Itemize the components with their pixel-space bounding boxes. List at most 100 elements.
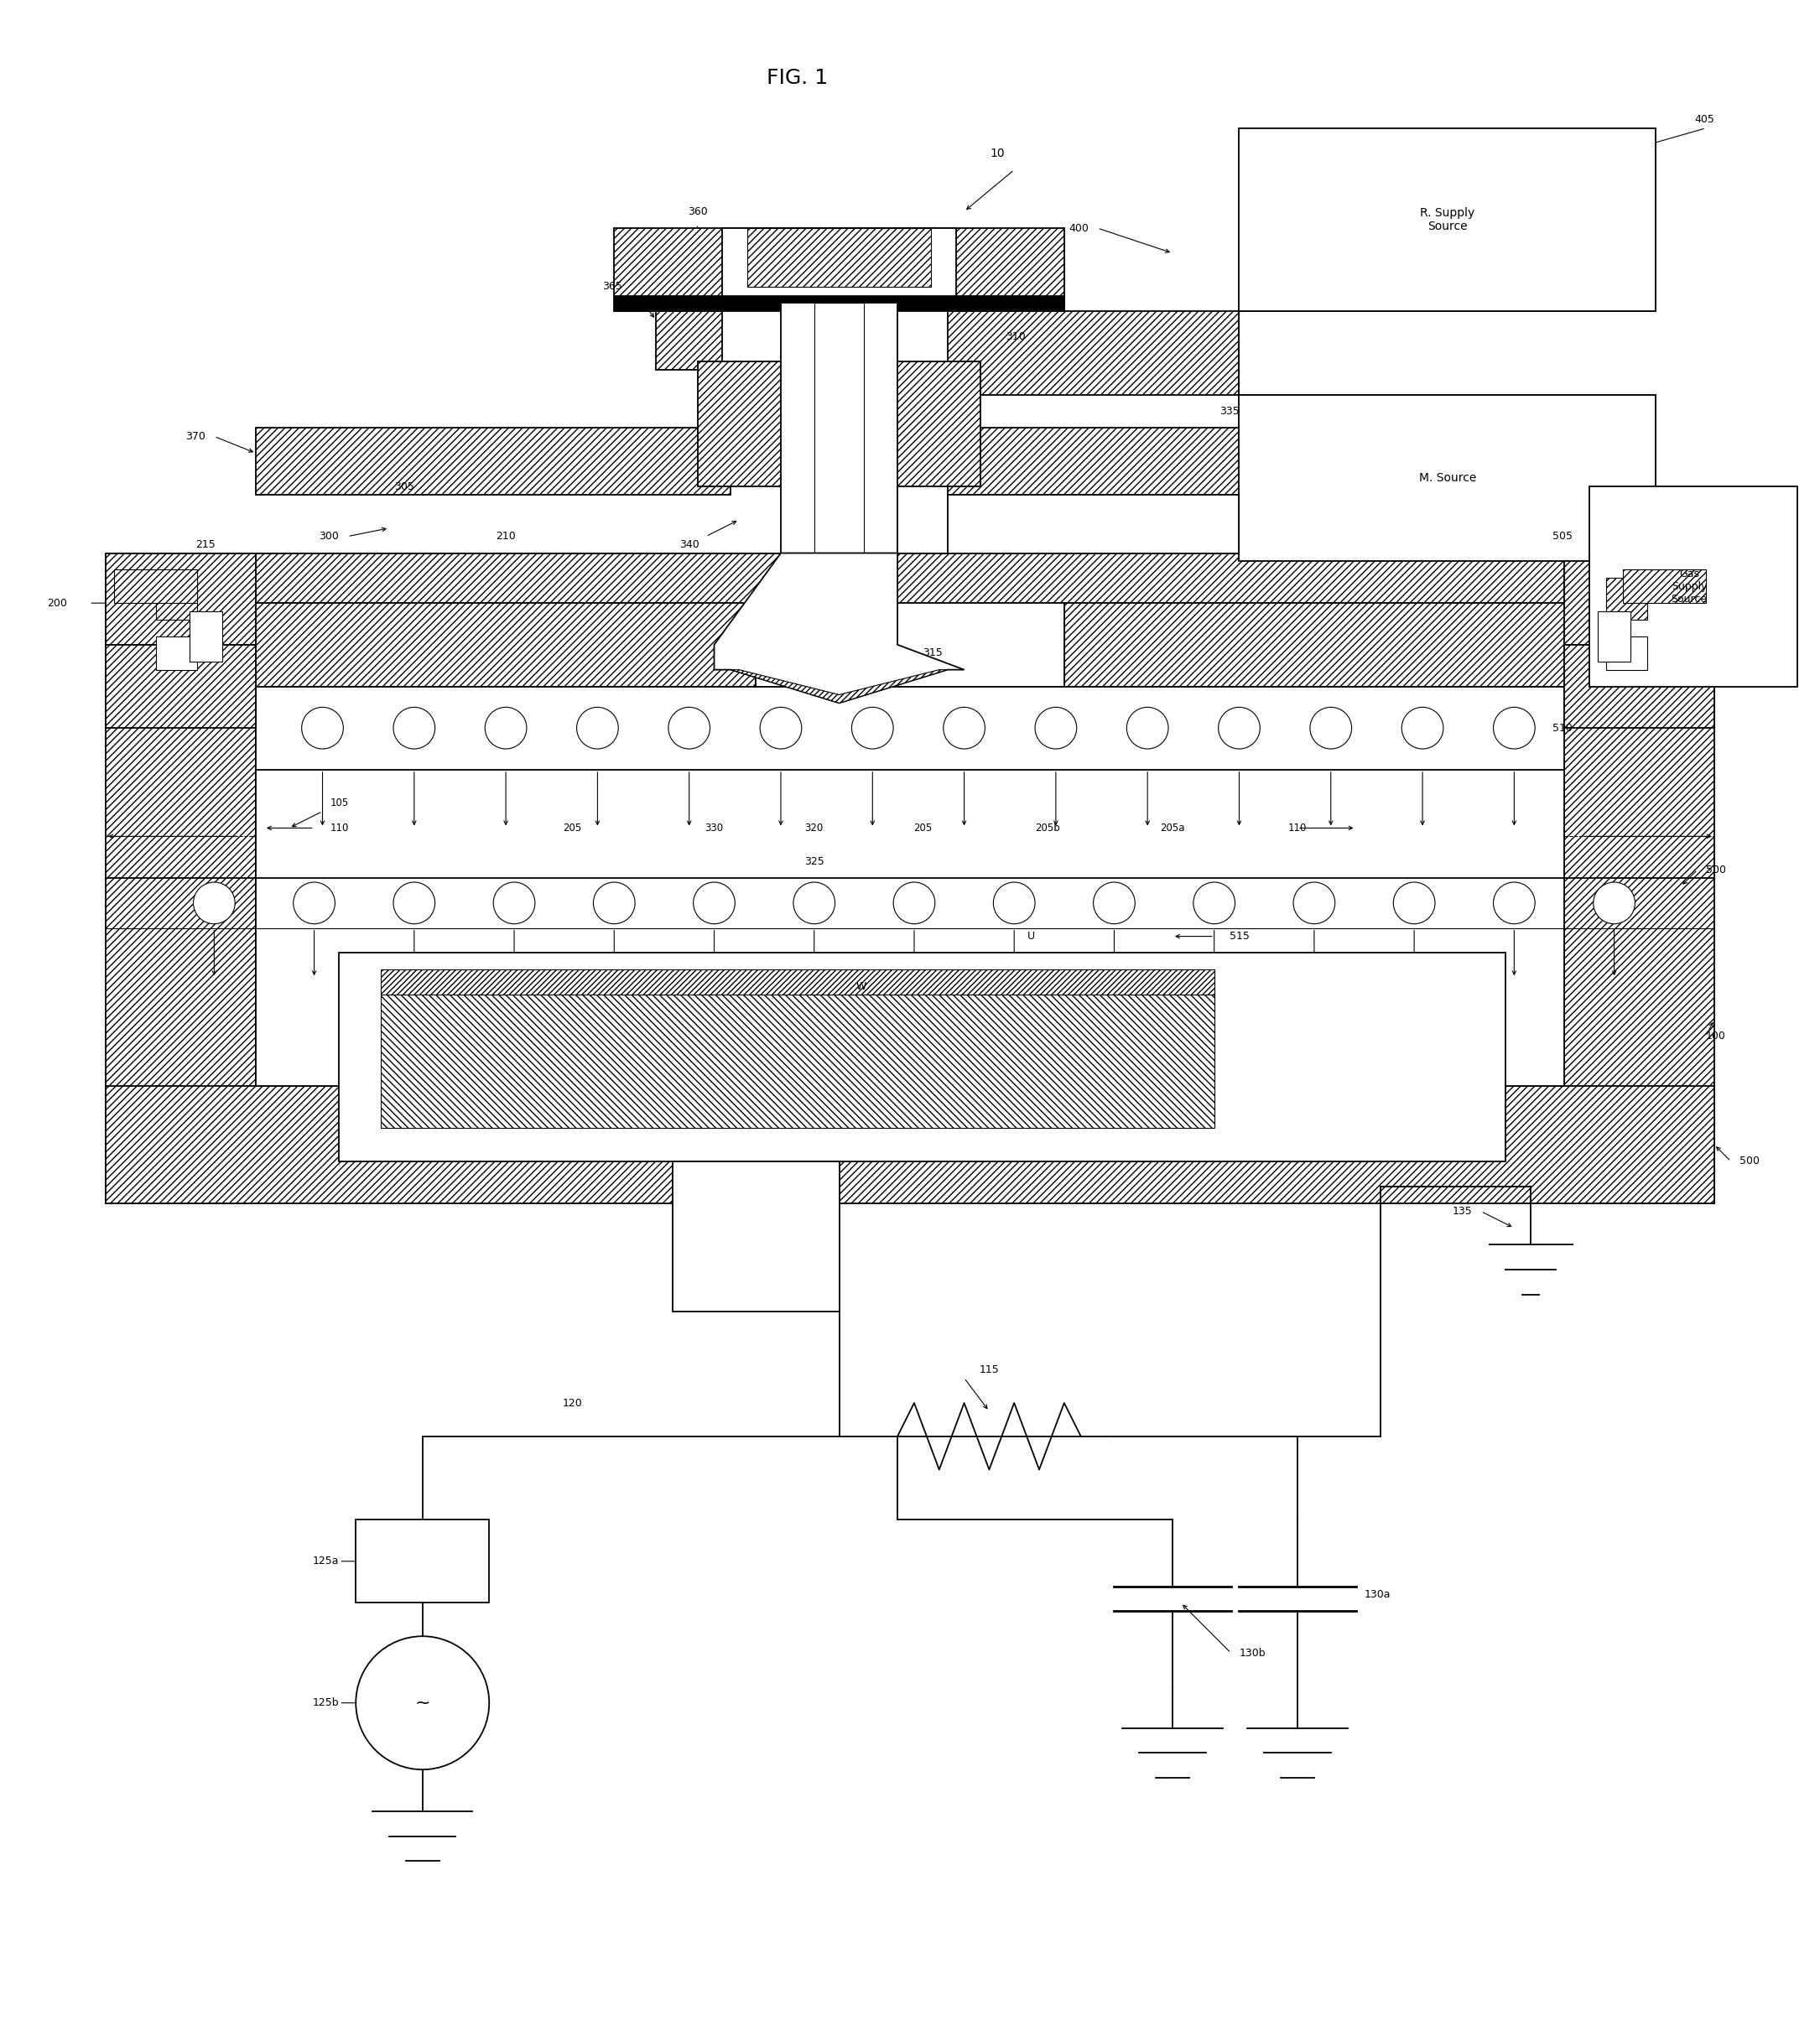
Text: 500: 500 (1705, 865, 1725, 875)
Bar (1622, 569, 1705, 604)
Text: 360: 360 (688, 207, 708, 217)
Circle shape (302, 707, 344, 750)
Circle shape (493, 881, 535, 924)
Text: 370: 370 (186, 432, 206, 442)
Circle shape (193, 881, 235, 924)
Bar (1605, 636, 1647, 671)
Circle shape (668, 707, 710, 750)
Bar (755, 604, 1065, 687)
Text: U: U (1026, 930, 1034, 942)
Bar (748, 229, 930, 286)
Bar (189, 612, 222, 660)
Bar (157, 577, 198, 620)
Bar (1598, 612, 1631, 660)
Bar (872, 312, 1023, 371)
Text: 515: 515 (1228, 930, 1249, 942)
Bar (781, 304, 897, 553)
Text: 340: 340 (679, 539, 699, 551)
Text: 10: 10 (990, 148, 1005, 158)
Bar (380, 995, 1214, 1128)
Circle shape (1592, 881, 1634, 924)
Bar (115, 569, 198, 604)
Bar (1239, 128, 1656, 312)
Circle shape (577, 707, 619, 750)
Text: 205b: 205b (1036, 823, 1059, 833)
Bar (948, 494, 1239, 553)
Circle shape (1194, 881, 1236, 924)
Bar (655, 312, 806, 371)
Circle shape (1294, 881, 1336, 924)
Text: 305: 305 (395, 480, 415, 492)
Bar (339, 952, 1505, 1161)
Circle shape (761, 707, 801, 750)
Bar (380, 970, 1214, 995)
Circle shape (943, 707, 985, 750)
Polygon shape (713, 553, 965, 703)
Text: 310: 310 (1006, 330, 1026, 342)
Text: 115: 115 (979, 1363, 999, 1376)
Text: 205a: 205a (1159, 823, 1185, 833)
Bar (948, 312, 1239, 395)
Bar (257, 553, 1563, 604)
Text: 365: 365 (602, 282, 622, 292)
Text: Gas
Supply
Source: Gas Supply Source (1671, 569, 1707, 604)
Circle shape (894, 881, 935, 924)
Bar (257, 553, 1563, 1086)
Circle shape (1394, 881, 1434, 924)
Circle shape (484, 707, 526, 750)
Text: 110: 110 (1289, 823, 1307, 833)
Circle shape (1310, 707, 1352, 750)
Circle shape (593, 881, 635, 924)
Text: 130b: 130b (1239, 1647, 1265, 1659)
Bar (1589, 486, 1798, 687)
Text: 135: 135 (1452, 1205, 1472, 1218)
Text: 300: 300 (318, 531, 339, 541)
Text: 210: 210 (495, 531, 515, 541)
Text: 205: 205 (914, 823, 932, 833)
Circle shape (1036, 707, 1077, 750)
Text: 110: 110 (329, 823, 349, 833)
Circle shape (794, 881, 835, 924)
Bar (257, 604, 755, 687)
Bar (814, 304, 864, 553)
Text: 215: 215 (197, 539, 217, 551)
Bar (948, 427, 1563, 494)
Text: R. Supply
Source: R. Supply Source (1420, 207, 1474, 233)
Circle shape (293, 881, 335, 924)
Circle shape (1401, 707, 1443, 750)
Text: 130a: 130a (1365, 1588, 1390, 1601)
Text: 100: 100 (1705, 1031, 1725, 1041)
Text: 105: 105 (329, 798, 348, 808)
Bar (1065, 604, 1563, 687)
Circle shape (994, 881, 1036, 924)
Text: 405: 405 (1694, 113, 1714, 126)
Bar (748, 361, 930, 379)
Bar (357, 1520, 490, 1603)
Bar (1239, 395, 1656, 561)
Circle shape (693, 881, 735, 924)
Text: W: W (855, 981, 866, 993)
Bar (697, 361, 797, 486)
Circle shape (393, 881, 435, 924)
Bar (673, 1161, 839, 1311)
Circle shape (852, 707, 894, 750)
Text: 505: 505 (1552, 531, 1572, 541)
Circle shape (1494, 707, 1534, 750)
Bar (157, 636, 198, 671)
Bar (1563, 553, 1714, 1203)
Circle shape (1218, 707, 1259, 750)
Circle shape (357, 1637, 490, 1769)
Bar (257, 687, 1563, 770)
Text: FIG. 1: FIG. 1 (766, 69, 828, 89)
Circle shape (1127, 707, 1168, 750)
Text: ~: ~ (415, 1694, 430, 1712)
Text: 335: 335 (1219, 405, 1239, 417)
Circle shape (1494, 881, 1534, 924)
Bar (723, 229, 956, 371)
Bar (613, 229, 1065, 312)
Text: M. Source: M. Source (1420, 472, 1476, 484)
Text: 510: 510 (1552, 723, 1572, 733)
Text: 315: 315 (923, 648, 943, 658)
Bar (106, 1086, 1714, 1203)
Text: 125a: 125a (313, 1556, 339, 1566)
